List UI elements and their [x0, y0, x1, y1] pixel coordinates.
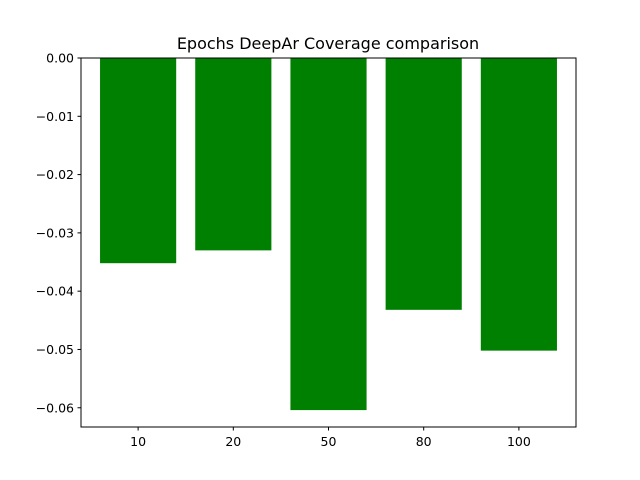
bar-10 [100, 58, 177, 264]
y-tick-label: −0.02 [36, 167, 74, 182]
bar-80 [385, 58, 462, 310]
plot-area: 0.00 −0.01 −0.02 −0.03 −0.04 −0.05 −0.06 10 20 50… [36, 51, 577, 449]
y-tick-label: −0.06 [36, 400, 74, 415]
bar-100 [480, 58, 557, 351]
bar-20 [195, 58, 272, 251]
x-tick-label: 100 [507, 434, 531, 449]
y-tick-label: −0.04 [36, 284, 74, 299]
x-tick-label: 50 [321, 434, 337, 449]
x-tick-label: 80 [416, 434, 432, 449]
y-tick-label: −0.03 [36, 225, 74, 240]
x-tick-label: 20 [225, 434, 241, 449]
y-tick-label: 0.00 [46, 51, 74, 66]
y-tick-label: −0.01 [36, 109, 74, 124]
chart-title: Epochs DeepAr Coverage comparison [177, 34, 479, 53]
y-tick-label: −0.05 [36, 342, 74, 357]
bar-50 [290, 58, 367, 411]
x-tick-label: 10 [130, 434, 146, 449]
